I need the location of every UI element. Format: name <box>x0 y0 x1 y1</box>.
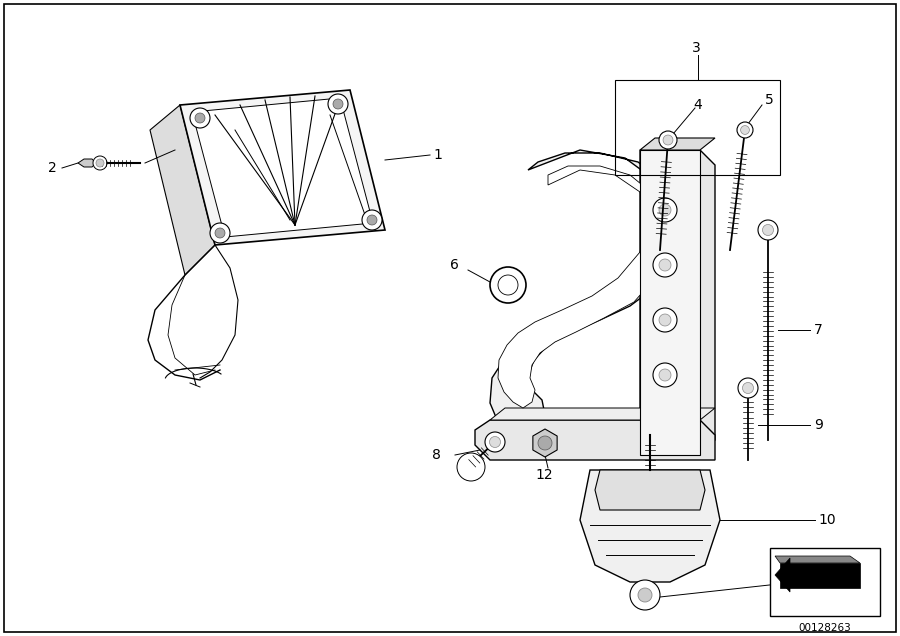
Circle shape <box>195 113 205 123</box>
Polygon shape <box>475 420 715 460</box>
Polygon shape <box>640 150 700 455</box>
Polygon shape <box>775 558 790 592</box>
Circle shape <box>210 223 230 243</box>
Text: 8: 8 <box>432 448 441 462</box>
Circle shape <box>659 314 671 326</box>
Text: 3: 3 <box>692 41 701 55</box>
Polygon shape <box>533 429 557 457</box>
Circle shape <box>653 253 677 277</box>
Polygon shape <box>180 90 385 245</box>
Circle shape <box>653 363 677 387</box>
Text: 7: 7 <box>814 323 823 337</box>
Circle shape <box>659 369 671 381</box>
Circle shape <box>498 275 518 295</box>
Circle shape <box>490 436 500 448</box>
Circle shape <box>93 156 107 170</box>
Circle shape <box>328 94 348 114</box>
Circle shape <box>659 131 677 149</box>
Polygon shape <box>192 98 373 237</box>
Text: 10: 10 <box>818 513 835 527</box>
Circle shape <box>653 198 677 222</box>
Text: 6: 6 <box>450 258 459 272</box>
Polygon shape <box>498 166 663 408</box>
Circle shape <box>742 382 753 394</box>
Circle shape <box>538 436 552 450</box>
Text: 9: 9 <box>814 418 823 432</box>
Polygon shape <box>595 470 705 510</box>
Polygon shape <box>780 563 860 588</box>
Circle shape <box>638 588 652 602</box>
Circle shape <box>762 225 773 235</box>
Text: 1: 1 <box>433 148 442 162</box>
Circle shape <box>659 259 671 271</box>
Text: 11: 11 <box>818 571 836 585</box>
Text: 5: 5 <box>765 93 774 107</box>
Polygon shape <box>640 150 715 455</box>
Circle shape <box>457 453 485 481</box>
Polygon shape <box>775 556 860 563</box>
Text: 00128263: 00128263 <box>798 623 851 633</box>
Polygon shape <box>580 470 720 582</box>
Circle shape <box>653 308 677 332</box>
Circle shape <box>362 210 382 230</box>
Circle shape <box>190 108 210 128</box>
Polygon shape <box>640 138 715 150</box>
Circle shape <box>215 228 225 238</box>
Text: 12: 12 <box>535 468 553 482</box>
Circle shape <box>490 267 526 303</box>
Circle shape <box>96 159 104 167</box>
Polygon shape <box>490 408 715 420</box>
Circle shape <box>630 580 660 610</box>
Bar <box>770 548 880 616</box>
Polygon shape <box>150 105 215 275</box>
Circle shape <box>758 220 778 240</box>
Circle shape <box>367 215 377 225</box>
Circle shape <box>738 378 758 398</box>
Circle shape <box>663 135 673 145</box>
Circle shape <box>485 432 505 452</box>
Circle shape <box>737 122 753 138</box>
Circle shape <box>659 204 671 216</box>
Circle shape <box>333 99 343 109</box>
Polygon shape <box>78 159 96 167</box>
Polygon shape <box>490 150 677 435</box>
Bar <box>615 80 780 175</box>
Text: 4: 4 <box>694 98 702 112</box>
Text: 2: 2 <box>48 161 57 175</box>
Circle shape <box>741 125 750 134</box>
